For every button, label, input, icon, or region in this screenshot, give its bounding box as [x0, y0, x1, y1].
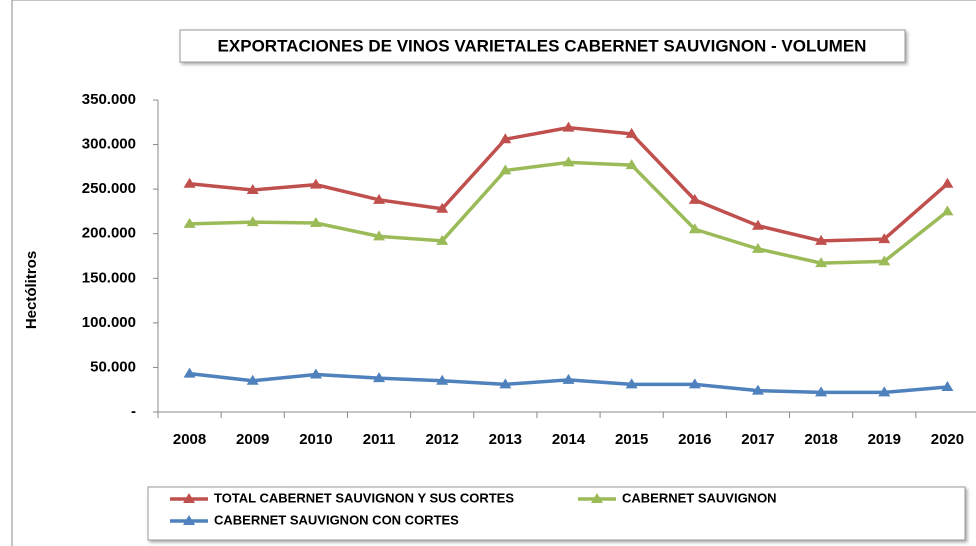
point-marker [941, 177, 954, 188]
point-marker [815, 257, 828, 268]
point-marker [373, 230, 386, 241]
y-tick-label: 200.000 [82, 225, 136, 242]
point-marker [436, 202, 449, 213]
point-marker [373, 193, 386, 204]
point-marker [625, 159, 638, 170]
series-line [189, 160, 949, 265]
x-tick-label: 2020 [931, 431, 964, 448]
y-axis-label: Hectólitros [23, 251, 40, 329]
point-marker [815, 234, 828, 245]
x-tick-label: 2015 [615, 431, 648, 448]
point-marker [183, 177, 196, 188]
chart-border [11, 0, 976, 546]
legend-label: CABERNET SAUVIGNON CON CORTES [214, 512, 459, 527]
point-marker [562, 156, 575, 167]
point-marker [688, 193, 701, 204]
point-marker [751, 384, 764, 395]
point-marker [246, 374, 259, 385]
legend-label: CABERNET SAUVIGNON [622, 490, 777, 505]
x-tick-label: 2009 [236, 431, 269, 448]
point-marker [878, 255, 891, 266]
point-marker [878, 386, 891, 397]
point-marker [499, 164, 512, 175]
point-marker [436, 234, 449, 245]
point-marker [373, 372, 386, 383]
point-marker [309, 368, 322, 379]
point-marker [815, 386, 828, 397]
point-marker [436, 374, 449, 385]
point-marker [688, 223, 701, 234]
point-marker [183, 367, 196, 378]
x-tick-label: 2013 [489, 431, 522, 448]
y-tick-label: 150.000 [82, 269, 136, 286]
legend-marker [591, 493, 603, 503]
title-box [179, 29, 906, 63]
x-tick-label: 2011 [363, 431, 396, 448]
x-tick-label: 2017 [741, 431, 774, 448]
point-marker [183, 217, 196, 228]
x-tick-label: 2012 [426, 431, 459, 448]
point-marker [751, 219, 764, 230]
legend-box [147, 486, 966, 541]
y-tick-label: 50.000 [90, 358, 136, 375]
legend-label: TOTAL CABERNET SAUVIGNON Y SUS CORTES [214, 490, 514, 505]
x-tick-label: 2018 [804, 431, 837, 448]
point-marker [246, 184, 259, 195]
point-marker [751, 242, 764, 253]
point-marker [941, 381, 954, 392]
legend-marker [183, 493, 195, 503]
point-marker [941, 205, 954, 216]
point-marker [625, 127, 638, 138]
point-marker [499, 133, 512, 144]
point-marker [562, 121, 575, 132]
point-marker [625, 378, 638, 389]
y-tick-label: 100.000 [82, 314, 136, 331]
point-marker [688, 378, 701, 389]
x-tick-label: 2014 [552, 431, 586, 448]
point-marker [246, 216, 259, 227]
point-marker [562, 373, 575, 384]
point-marker [878, 233, 891, 244]
x-tick-label: 2016 [678, 431, 711, 448]
y-tick-label: - [131, 403, 136, 420]
point-marker [309, 217, 322, 228]
point-marker [499, 378, 512, 389]
y-tick-label: 350.000 [82, 91, 136, 108]
x-tick-label: 2010 [299, 431, 332, 448]
chart-title: EXPORTACIONES DE VINOS VARIETALES CABERN… [218, 36, 867, 55]
point-marker [309, 178, 322, 189]
legend-marker [183, 515, 195, 525]
y-tick-label: 250.000 [82, 180, 136, 197]
x-tick-label: 2019 [868, 431, 901, 448]
x-tick-label: 2008 [173, 431, 206, 448]
y-tick-label: 300.000 [82, 136, 136, 153]
